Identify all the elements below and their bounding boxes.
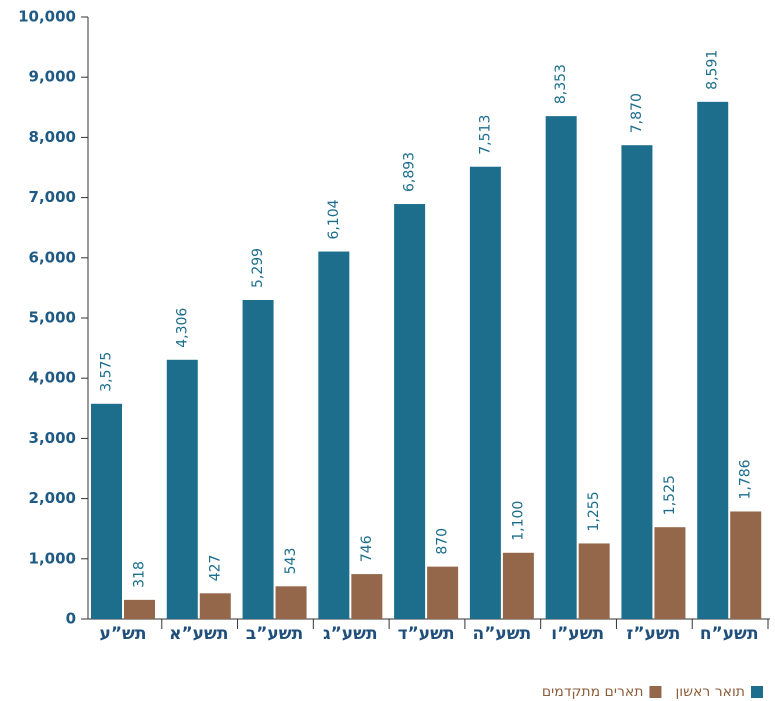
x-tick-label: תשע”ב <box>246 624 303 644</box>
bar <box>654 527 686 619</box>
y-tick-label: 5,000 <box>29 309 76 327</box>
value-label: 543 <box>283 548 299 575</box>
bar <box>578 543 610 619</box>
value-label: 8,353 <box>553 64 569 104</box>
value-label: 427 <box>207 555 223 582</box>
value-label: 7,513 <box>477 115 493 155</box>
value-label: 6,104 <box>326 199 342 239</box>
bar <box>427 566 459 619</box>
bar <box>697 101 729 620</box>
bar <box>91 403 122 619</box>
value-label: 1,255 <box>586 491 602 531</box>
value-label: 6,893 <box>402 152 418 192</box>
x-tick-label: תשע”ה <box>473 624 532 644</box>
value-label: 318 <box>132 561 148 588</box>
bar <box>730 511 762 619</box>
value-label: 5,299 <box>250 248 266 288</box>
bar <box>199 593 231 619</box>
bar <box>166 359 198 619</box>
y-tick-label: 4,000 <box>29 369 76 387</box>
y-tick-label: 8,000 <box>29 128 76 146</box>
x-tick-label: תשע”ג <box>323 624 378 644</box>
x-tick-label: תש”ע <box>100 624 147 644</box>
x-tick-label: תשע”ד <box>398 624 455 644</box>
y-tick-label: 10,000 <box>18 8 76 26</box>
y-tick-label: 0 <box>66 610 76 628</box>
bar <box>124 599 155 619</box>
legend-label: תואר ראשון <box>675 684 745 700</box>
bar <box>394 204 426 620</box>
y-tick-label: 3,000 <box>29 429 76 447</box>
legend-swatch <box>649 686 662 698</box>
value-label: 1,786 <box>738 459 754 499</box>
value-label: 3,575 <box>99 352 115 392</box>
value-label: 4,306 <box>174 308 190 348</box>
value-label: 870 <box>435 528 451 555</box>
y-tick-label: 1,000 <box>29 549 76 567</box>
x-tick-label: תשע”ו <box>551 624 604 644</box>
y-tick-label: 9,000 <box>29 68 76 86</box>
x-tick-label: תשע”ז <box>627 624 681 644</box>
x-tick-label: תשע”ח <box>700 624 759 644</box>
bar <box>275 586 307 619</box>
y-tick-label: 7,000 <box>29 188 76 206</box>
value-label: 746 <box>359 535 375 562</box>
y-tick-label: 2,000 <box>29 489 76 507</box>
value-label: 8,591 <box>705 50 721 90</box>
value-label: 7,870 <box>629 93 645 133</box>
bar <box>351 574 383 619</box>
x-tick-label: תשע”א <box>169 624 228 644</box>
bar <box>469 166 501 619</box>
bar <box>621 145 653 619</box>
value-label: 1,525 <box>662 475 678 515</box>
y-tick-label: 6,000 <box>29 248 76 266</box>
value-label: 1,100 <box>510 501 526 541</box>
legend-swatch <box>751 686 763 698</box>
bar <box>545 116 577 619</box>
bar <box>318 251 350 620</box>
bar <box>242 300 274 619</box>
bar <box>502 552 534 619</box>
legend-label: תארים מתקדמים <box>542 684 644 700</box>
